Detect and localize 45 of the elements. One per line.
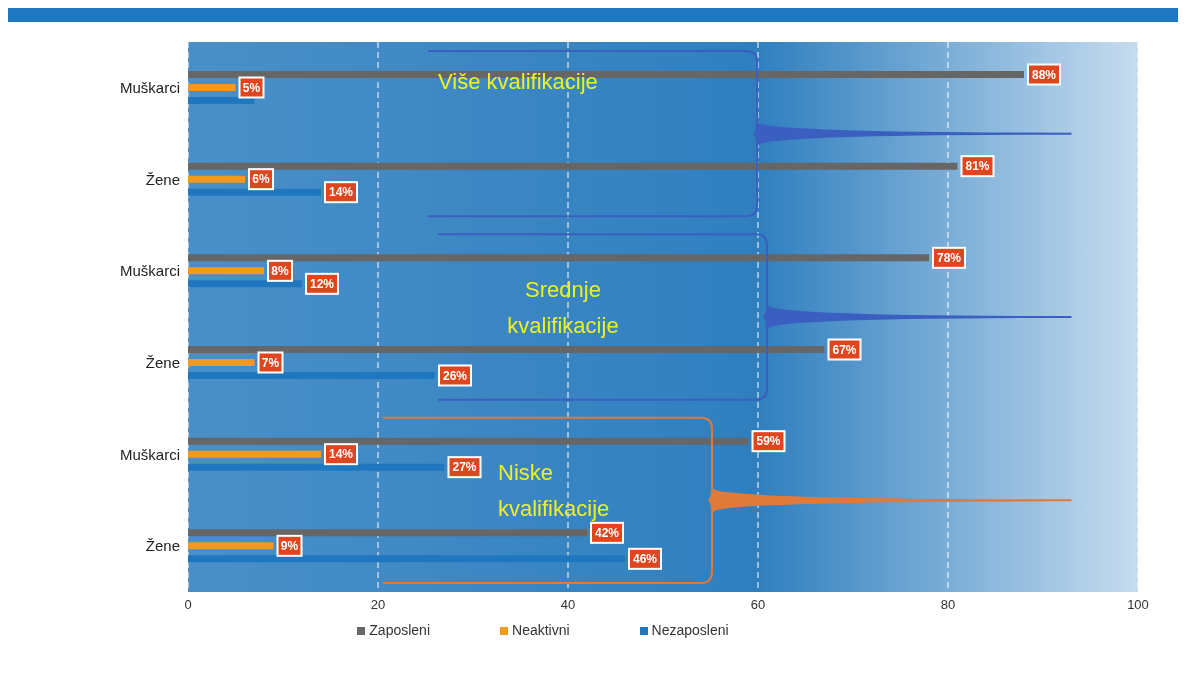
data-label: 27% (452, 460, 477, 475)
data-label: 59% (756, 434, 781, 449)
data-label: 8% (271, 263, 289, 278)
bar (188, 267, 264, 275)
data-label: 42% (594, 525, 620, 540)
bar (188, 97, 255, 104)
data-label: 6% (252, 172, 270, 187)
x-tick-label: 60 (750, 597, 766, 613)
annotation: Više kvalifikacije (438, 67, 599, 96)
legend-label: Neaktivni (512, 622, 570, 638)
data-label: 81% (965, 159, 990, 174)
data-label: 78% (936, 250, 962, 265)
y-tick-label: Muškarci (119, 445, 180, 463)
bar (188, 188, 321, 196)
bar (188, 529, 587, 537)
y-tick-label: Žene (145, 170, 180, 188)
x-tick-label: 20 (370, 597, 386, 613)
data-label: 7% (261, 355, 280, 370)
data-label: 67% (832, 342, 857, 357)
bar (188, 175, 245, 183)
y-tick-label: Muškarci (119, 79, 180, 97)
data-label: 9% (280, 538, 299, 553)
legend-label: Nezaposleni (651, 622, 729, 638)
y-tick-label: Muškarci (119, 262, 180, 280)
annotation: Srednje kvalifikacije (506, 276, 620, 340)
x-tick-label: 0 (184, 597, 192, 613)
bar (188, 280, 302, 288)
bar (188, 372, 435, 379)
bar (188, 450, 321, 458)
x-tick-label: 40 (560, 597, 576, 613)
data-label: 14% (328, 185, 354, 200)
y-tick-label: Žene (145, 537, 180, 555)
x-tick-label: 80 (940, 597, 956, 613)
data-label: 26% (442, 368, 468, 383)
x-tick-label: 100 (1127, 597, 1149, 613)
data-label: 5% (242, 80, 261, 95)
legend-label: Zaposleni (369, 622, 431, 638)
data-label: 88% (1031, 67, 1057, 82)
bar (188, 254, 929, 262)
data-label: 14% (328, 447, 354, 462)
data-label: 46% (632, 551, 658, 566)
bar (188, 555, 625, 563)
annotation: Niske kvalifikacije (498, 459, 611, 524)
data-label: 12% (309, 276, 335, 291)
y-tick-label: Žene (145, 354, 180, 372)
